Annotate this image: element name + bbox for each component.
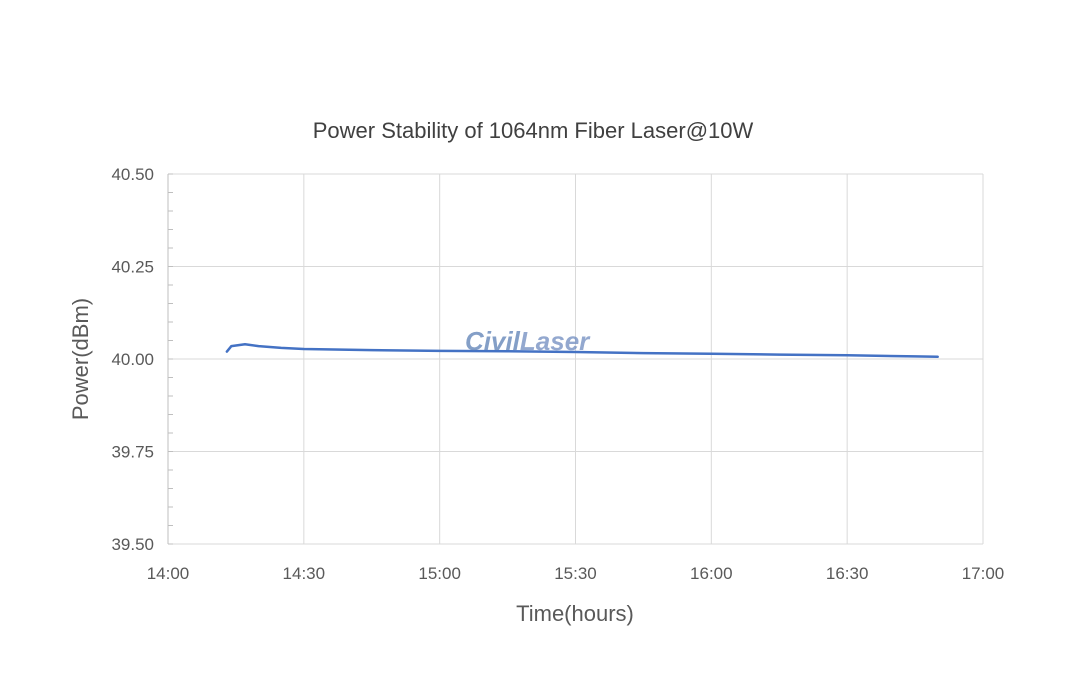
y-tick-label: 40.25 <box>111 258 154 277</box>
grid <box>168 173 984 545</box>
y-tick-label: 40.00 <box>111 350 154 369</box>
y-tick-labels: 40.50 40.25 40.00 39.75 39.50 <box>111 165 154 554</box>
y-tick-label: 39.50 <box>111 535 154 554</box>
chart-title: Power Stability of 1064nm Fiber Laser@10… <box>313 118 754 143</box>
watermark-part1: Civil <box>465 326 521 356</box>
series-lines <box>225 342 939 359</box>
y-tick-label: 39.75 <box>111 443 154 462</box>
data-point <box>230 345 233 347</box>
watermark-part2: Laser <box>520 326 591 356</box>
x-tick-label: 15:30 <box>554 564 597 583</box>
watermark-logo: CivilLaser <box>465 326 591 356</box>
data-point <box>574 351 577 353</box>
y-tick-label: 40.50 <box>111 165 154 184</box>
data-point <box>280 347 283 349</box>
data-point <box>846 354 849 357</box>
data-point <box>257 345 260 347</box>
series-line <box>225 342 939 359</box>
x-axis-label: Time(hours) <box>516 601 634 626</box>
data-point <box>778 353 781 356</box>
x-tick-label: 15:00 <box>418 564 461 583</box>
x-tick-label: 16:30 <box>826 564 869 583</box>
data-point <box>225 350 228 353</box>
data-point <box>302 348 305 350</box>
data-point <box>914 355 916 358</box>
data-point <box>710 352 713 355</box>
data-point <box>936 355 939 358</box>
x-tick-label: 16:00 <box>690 564 733 583</box>
x-tick-label: 14:00 <box>147 564 190 583</box>
axes <box>167 173 173 545</box>
data-point <box>370 349 373 352</box>
x-tick-label: 17:00 <box>962 564 1005 583</box>
x-tick-label: 14:30 <box>283 564 326 583</box>
data-point <box>506 350 509 353</box>
data-point <box>244 343 246 346</box>
data-point <box>438 349 441 352</box>
x-tick-labels: 14:00 14:30 15:00 15:30 16:00 16:30 17:00 <box>147 564 1005 583</box>
y-axis-label: Power(dBm) <box>68 298 93 420</box>
data-point <box>642 352 645 354</box>
